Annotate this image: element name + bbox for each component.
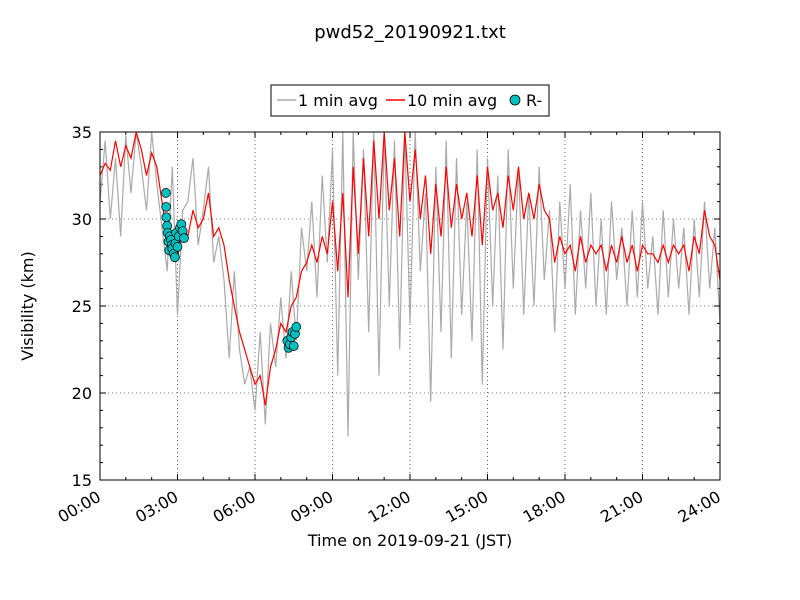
- r-minus-point: [161, 188, 171, 198]
- legend-label-1min: 1 min avg: [298, 91, 378, 110]
- chart-title: pwd52_20190921.txt: [314, 22, 506, 43]
- x-tick-label: 03:00: [132, 487, 181, 527]
- x-tick-label: 12:00: [365, 487, 414, 527]
- legend-label-10min: 10 min avg: [407, 91, 497, 110]
- r-minus-point: [179, 233, 189, 243]
- y-axis: 15 20 25 30 35: [72, 123, 720, 490]
- r-minus-point: [170, 252, 180, 263]
- x-tick-label: 00:00: [55, 487, 104, 527]
- r-minus-point: [172, 241, 183, 252]
- x-tick-label: 15:00: [442, 487, 491, 527]
- y-axis-label: Visibility (km): [18, 251, 37, 360]
- x-tick-label: 24:00: [675, 487, 724, 527]
- x-tick-label: 09:00: [287, 487, 336, 527]
- y-tick-label: 25: [72, 297, 92, 316]
- x-tick-label: 21:00: [597, 487, 646, 527]
- legend-marker-r-minus: [509, 94, 521, 106]
- legend: 1 min avg 10 min avg R-: [270, 84, 550, 117]
- series-1min-line: [100, 132, 720, 437]
- legend-label-r-minus: R-: [526, 91, 542, 110]
- x-tick-label: 18:00: [520, 487, 569, 527]
- series-r-minus-markers: [161, 188, 302, 353]
- plot-series: [100, 132, 720, 437]
- x-tick-label: 06:00: [210, 487, 259, 527]
- y-tick-label: 30: [72, 210, 92, 229]
- r-minus-point: [161, 212, 172, 223]
- r-minus-point: [291, 322, 302, 332]
- grid: [100, 132, 720, 480]
- x-axis-label: Time on 2019-09-21 (JST): [307, 531, 512, 550]
- y-tick-label: 20: [72, 384, 92, 403]
- y-tick-label: 15: [72, 471, 92, 490]
- r-minus-point: [288, 341, 299, 351]
- series-10min-line: [100, 132, 720, 406]
- y-tick-label: 35: [72, 123, 92, 142]
- r-minus-point: [161, 201, 171, 212]
- legend-box: [270, 84, 550, 117]
- x-axis: 00:00 03:00 06:00 09:00 12:00 15:00 18:00 21:00…: [55, 132, 724, 527]
